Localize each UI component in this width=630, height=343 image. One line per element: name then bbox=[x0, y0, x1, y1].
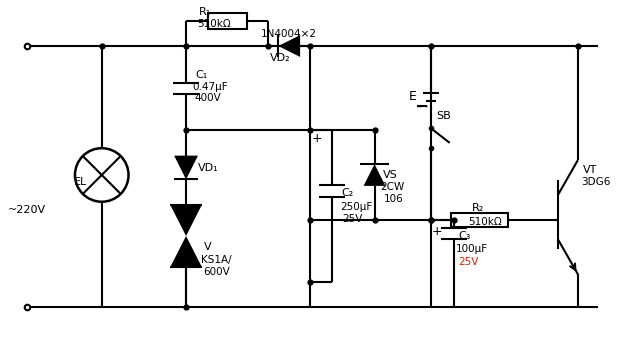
Text: VT: VT bbox=[583, 165, 597, 175]
Text: EL: EL bbox=[74, 177, 87, 187]
Text: +: + bbox=[432, 225, 443, 238]
Text: R₁: R₁ bbox=[199, 7, 211, 17]
Polygon shape bbox=[278, 35, 300, 57]
Text: C₁: C₁ bbox=[195, 70, 207, 80]
Text: VD₂: VD₂ bbox=[270, 53, 291, 63]
Text: 510kΩ: 510kΩ bbox=[467, 216, 501, 227]
Text: 25V: 25V bbox=[342, 214, 362, 224]
Text: 3DG6: 3DG6 bbox=[581, 177, 610, 187]
Bar bbox=[451, 213, 508, 226]
Text: C₂: C₂ bbox=[342, 188, 354, 198]
Text: 2CW: 2CW bbox=[381, 182, 404, 192]
Text: 0.47μF: 0.47μF bbox=[192, 82, 227, 92]
Text: 510kΩ: 510kΩ bbox=[197, 19, 231, 29]
Text: C₃: C₃ bbox=[459, 232, 471, 241]
Text: ~220V: ~220V bbox=[8, 205, 45, 215]
Text: 250μF: 250μF bbox=[340, 202, 372, 212]
Bar bbox=[208, 13, 246, 29]
Text: 600V: 600V bbox=[203, 267, 230, 277]
Text: VS: VS bbox=[382, 170, 397, 180]
Text: R₂: R₂ bbox=[472, 203, 484, 213]
Text: VD₁: VD₁ bbox=[198, 163, 219, 173]
Text: E: E bbox=[410, 90, 417, 103]
Polygon shape bbox=[170, 205, 202, 236]
Text: 1N4004×2: 1N4004×2 bbox=[260, 29, 316, 39]
Text: 400V: 400V bbox=[194, 93, 220, 103]
Text: SB: SB bbox=[436, 111, 450, 121]
Polygon shape bbox=[174, 156, 198, 179]
Text: 25V: 25V bbox=[458, 257, 478, 267]
Text: KS1A/: KS1A/ bbox=[201, 255, 232, 265]
Polygon shape bbox=[364, 164, 386, 186]
Text: +: + bbox=[312, 132, 323, 145]
Polygon shape bbox=[170, 236, 202, 267]
Text: 100μF: 100μF bbox=[456, 244, 488, 255]
Text: 106: 106 bbox=[384, 194, 403, 204]
Text: V: V bbox=[204, 243, 212, 252]
